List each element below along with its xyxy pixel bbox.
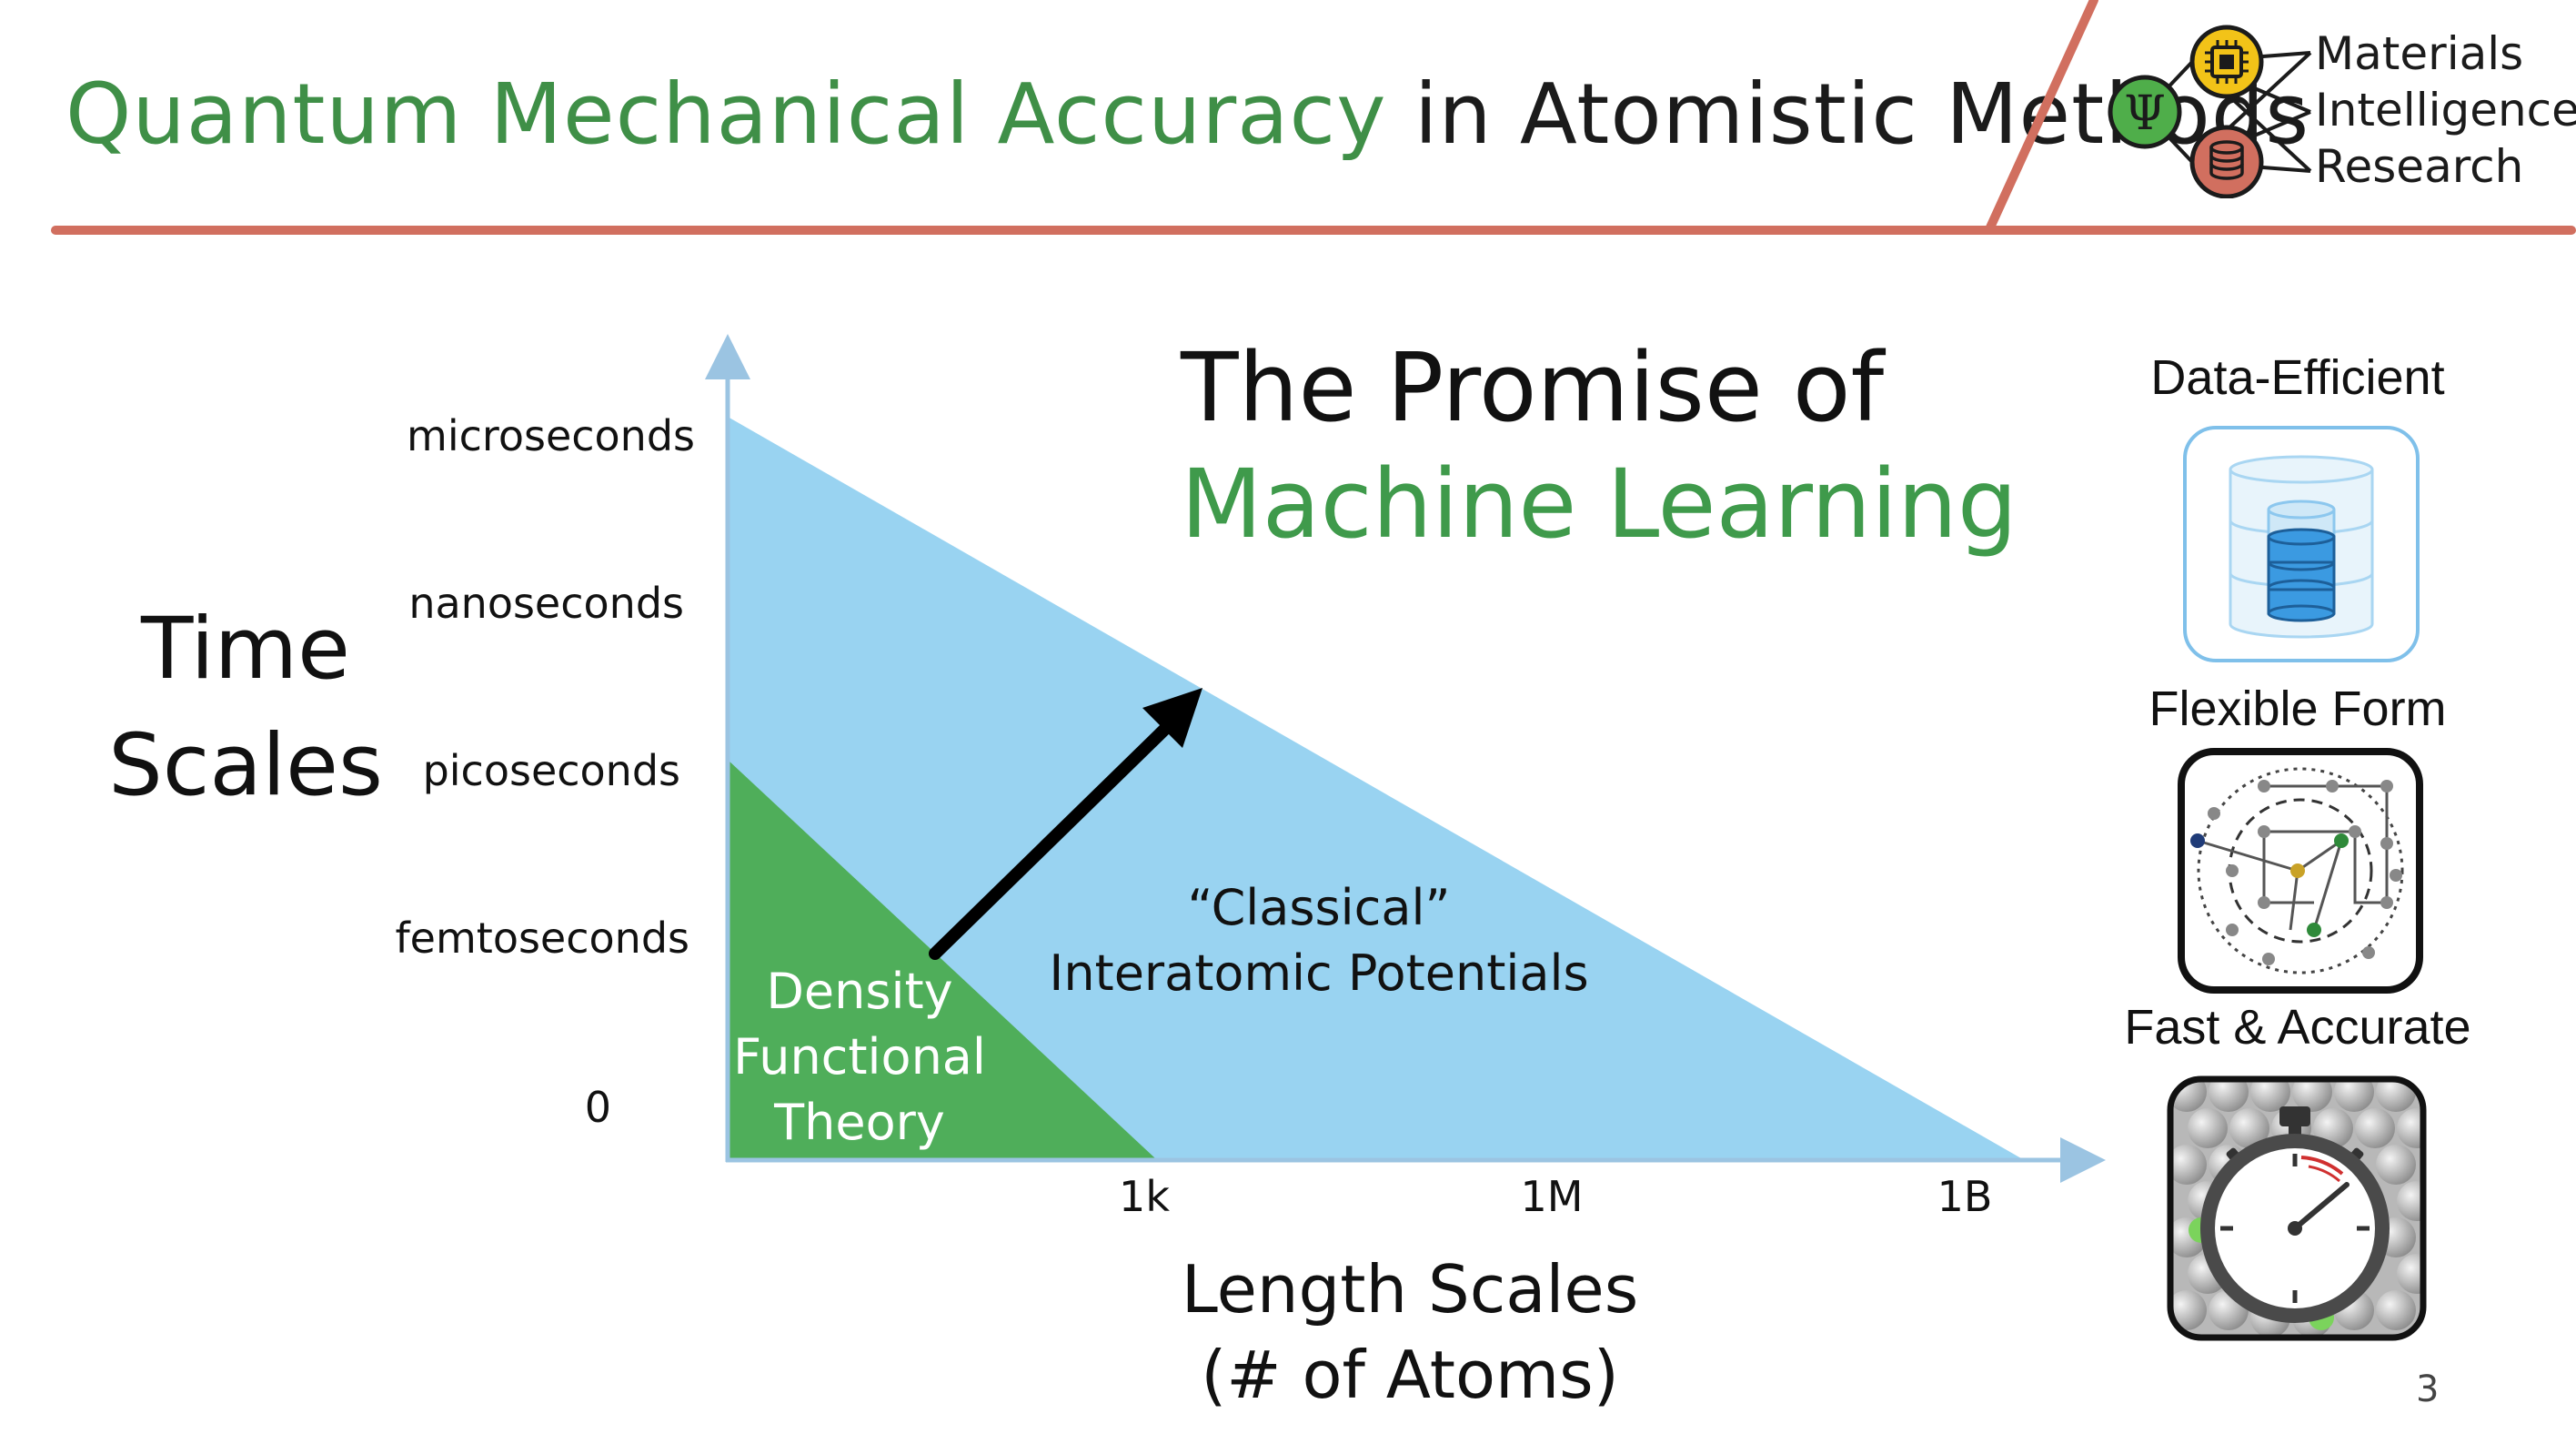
logo-graphic: Ψ	[2108, 25, 2312, 198]
feature-label-data-efficient: Data-Efficient	[2150, 350, 2445, 405]
y-axis-title-line1: Time	[140, 600, 351, 699]
dft-label: Density Functional Theory	[719, 959, 1001, 1156]
promise-heading-line1: The Promise of	[1181, 332, 1885, 443]
classical-label-line1: “Classical”	[1187, 879, 1451, 936]
feature-label-flexible-form: Flexible Form	[2148, 682, 2447, 736]
x-axis-title-line1: Length Scales	[1181, 1251, 1639, 1328]
y-tick-picoseconds: picoseconds	[422, 746, 680, 795]
svg-text:Ψ: Ψ	[2124, 86, 2166, 141]
y-axis-title-line2: Scales	[108, 716, 383, 815]
dft-label-line1: Density	[766, 963, 953, 1020]
dft-region	[728, 760, 1155, 1158]
stopwatch-icon	[2167, 1075, 2427, 1341]
logo-text: Materials Intelligence Research	[2315, 25, 2576, 195]
psi-icon: Ψ	[2108, 75, 2182, 149]
graph-network-icon	[2178, 748, 2423, 994]
feature-label-fast-accurate: Fast & Accurate	[2124, 1000, 2471, 1055]
header-slash	[1986, 0, 2098, 229]
ml-promise-arrow	[929, 688, 1202, 960]
logo-line-research: Research	[2315, 140, 2524, 193]
x-tick-1k: 1k	[1119, 1172, 1170, 1221]
y-tick-microseconds: microseconds	[407, 411, 695, 460]
classical-label-line2: Interatomic Potentials	[1049, 944, 1589, 1002]
database-stack-icon	[2183, 426, 2420, 662]
classical-potentials-region	[728, 417, 2021, 1158]
y-tick-nanoseconds: nanoseconds	[408, 579, 684, 628]
title-green-part: Quantum Mechanical Accuracy	[65, 66, 1387, 163]
dft-label-line2: Functional	[733, 1028, 986, 1085]
x-axis-title: Length Scales (# of Atoms)	[1064, 1247, 1756, 1418]
dft-label-line3: Theory	[774, 1094, 945, 1151]
promise-heading-line2: Machine Learning	[1181, 449, 2018, 560]
database-icon	[2189, 125, 2264, 198]
y-tick-femtoseconds: femtoseconds	[395, 914, 689, 963]
header-divider	[51, 226, 2576, 235]
y-tick-zero: 0	[584, 1083, 611, 1132]
x-axis-title-line2: (# of Atoms)	[1201, 1337, 1619, 1413]
classical-potentials-label: “Classical” Interatomic Potentials	[1001, 875, 1637, 1006]
x-tick-1m: 1M	[1520, 1172, 1584, 1221]
x-tick-1b: 1B	[1937, 1172, 1993, 1221]
logo-line-materials: Materials	[2315, 27, 2524, 80]
page-number: 3	[2416, 1368, 2440, 1410]
chip-icon	[2189, 25, 2264, 99]
logo-line-intelligence: Intelligence	[2315, 84, 2576, 136]
y-axis-title: Time Scales	[91, 591, 400, 824]
